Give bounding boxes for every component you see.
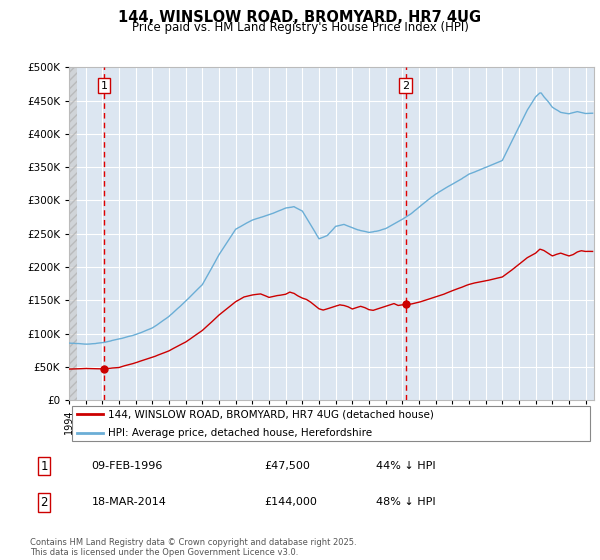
Text: 144, WINSLOW ROAD, BROMYARD, HR7 4UG: 144, WINSLOW ROAD, BROMYARD, HR7 4UG [118,10,482,25]
FancyBboxPatch shape [71,406,590,441]
Text: 144, WINSLOW ROAD, BROMYARD, HR7 4UG (detached house): 144, WINSLOW ROAD, BROMYARD, HR7 4UG (de… [109,409,434,419]
Bar [69,67,77,400]
Text: Price paid vs. HM Land Registry's House Price Index (HPI): Price paid vs. HM Land Registry's House … [131,21,469,34]
Text: Contains HM Land Registry data © Crown copyright and database right 2025.
This d: Contains HM Land Registry data © Crown c… [30,538,356,557]
Text: 2: 2 [402,81,409,91]
Text: 1: 1 [101,81,107,91]
Text: 1: 1 [40,460,48,473]
Text: 18-MAR-2014: 18-MAR-2014 [91,497,166,507]
Text: £47,500: £47,500 [265,461,310,471]
Text: 09-FEB-1996: 09-FEB-1996 [91,461,163,471]
Text: 48% ↓ HPI: 48% ↓ HPI [376,497,436,507]
Text: HPI: Average price, detached house, Herefordshire: HPI: Average price, detached house, Here… [109,428,373,438]
Text: £144,000: £144,000 [265,497,317,507]
Text: 44% ↓ HPI: 44% ↓ HPI [376,461,436,471]
Text: 2: 2 [40,496,48,509]
